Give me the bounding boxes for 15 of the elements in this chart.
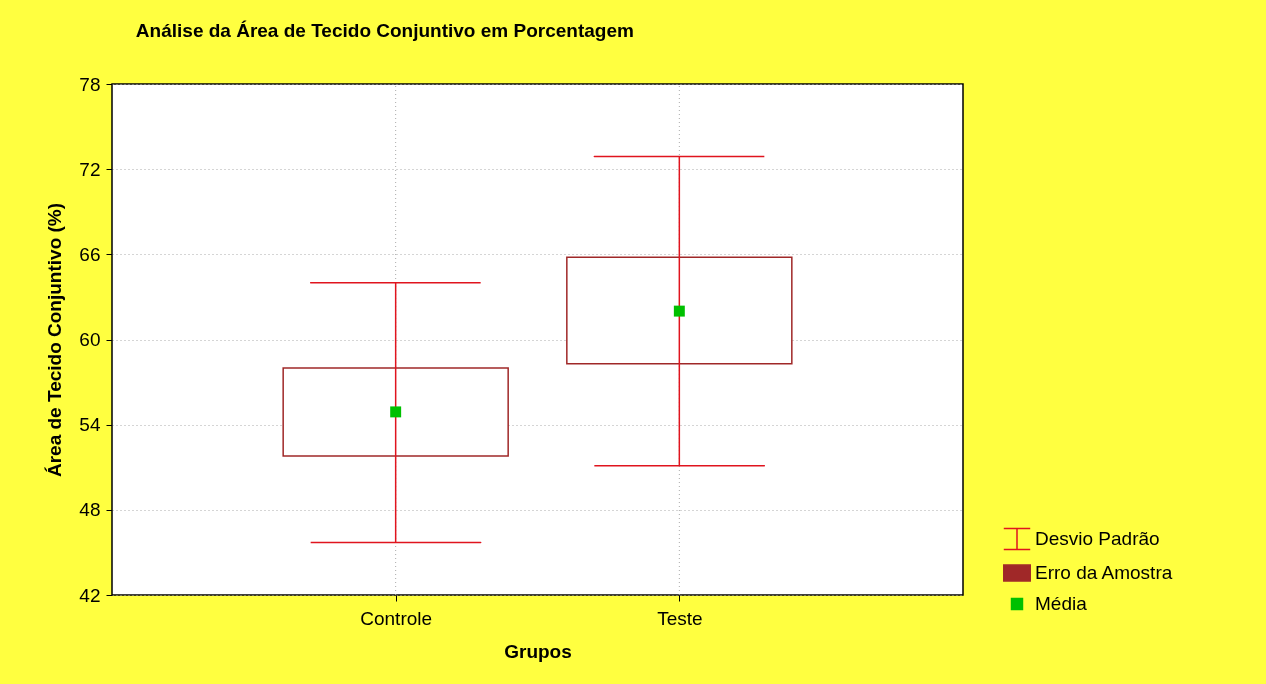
legend-label: Média xyxy=(1035,593,1088,614)
y-tick-label: 54 xyxy=(79,414,101,436)
legend-label: Erro da Amostra xyxy=(1035,562,1173,583)
x-axis-title: Grupos xyxy=(504,640,572,662)
legend-label: Desvio Padrão xyxy=(1035,528,1160,549)
y-axis-title: Área de Tecido Conjuntivo (%) xyxy=(44,202,66,478)
chart-title: Análise da Área de Tecido Conjuntivo em Porcentagem xyxy=(135,20,634,41)
x-tick-label: Teste xyxy=(657,607,703,629)
y-tick-label: 42 xyxy=(79,584,101,606)
y-tick-label: 72 xyxy=(79,158,101,180)
y-tick-label: 48 xyxy=(79,499,101,521)
y-tick-label: 78 xyxy=(79,73,101,95)
x-tick-label: Controle xyxy=(360,607,433,629)
y-tick-label: 60 xyxy=(79,329,101,350)
y-tick-label: 66 xyxy=(79,243,101,265)
